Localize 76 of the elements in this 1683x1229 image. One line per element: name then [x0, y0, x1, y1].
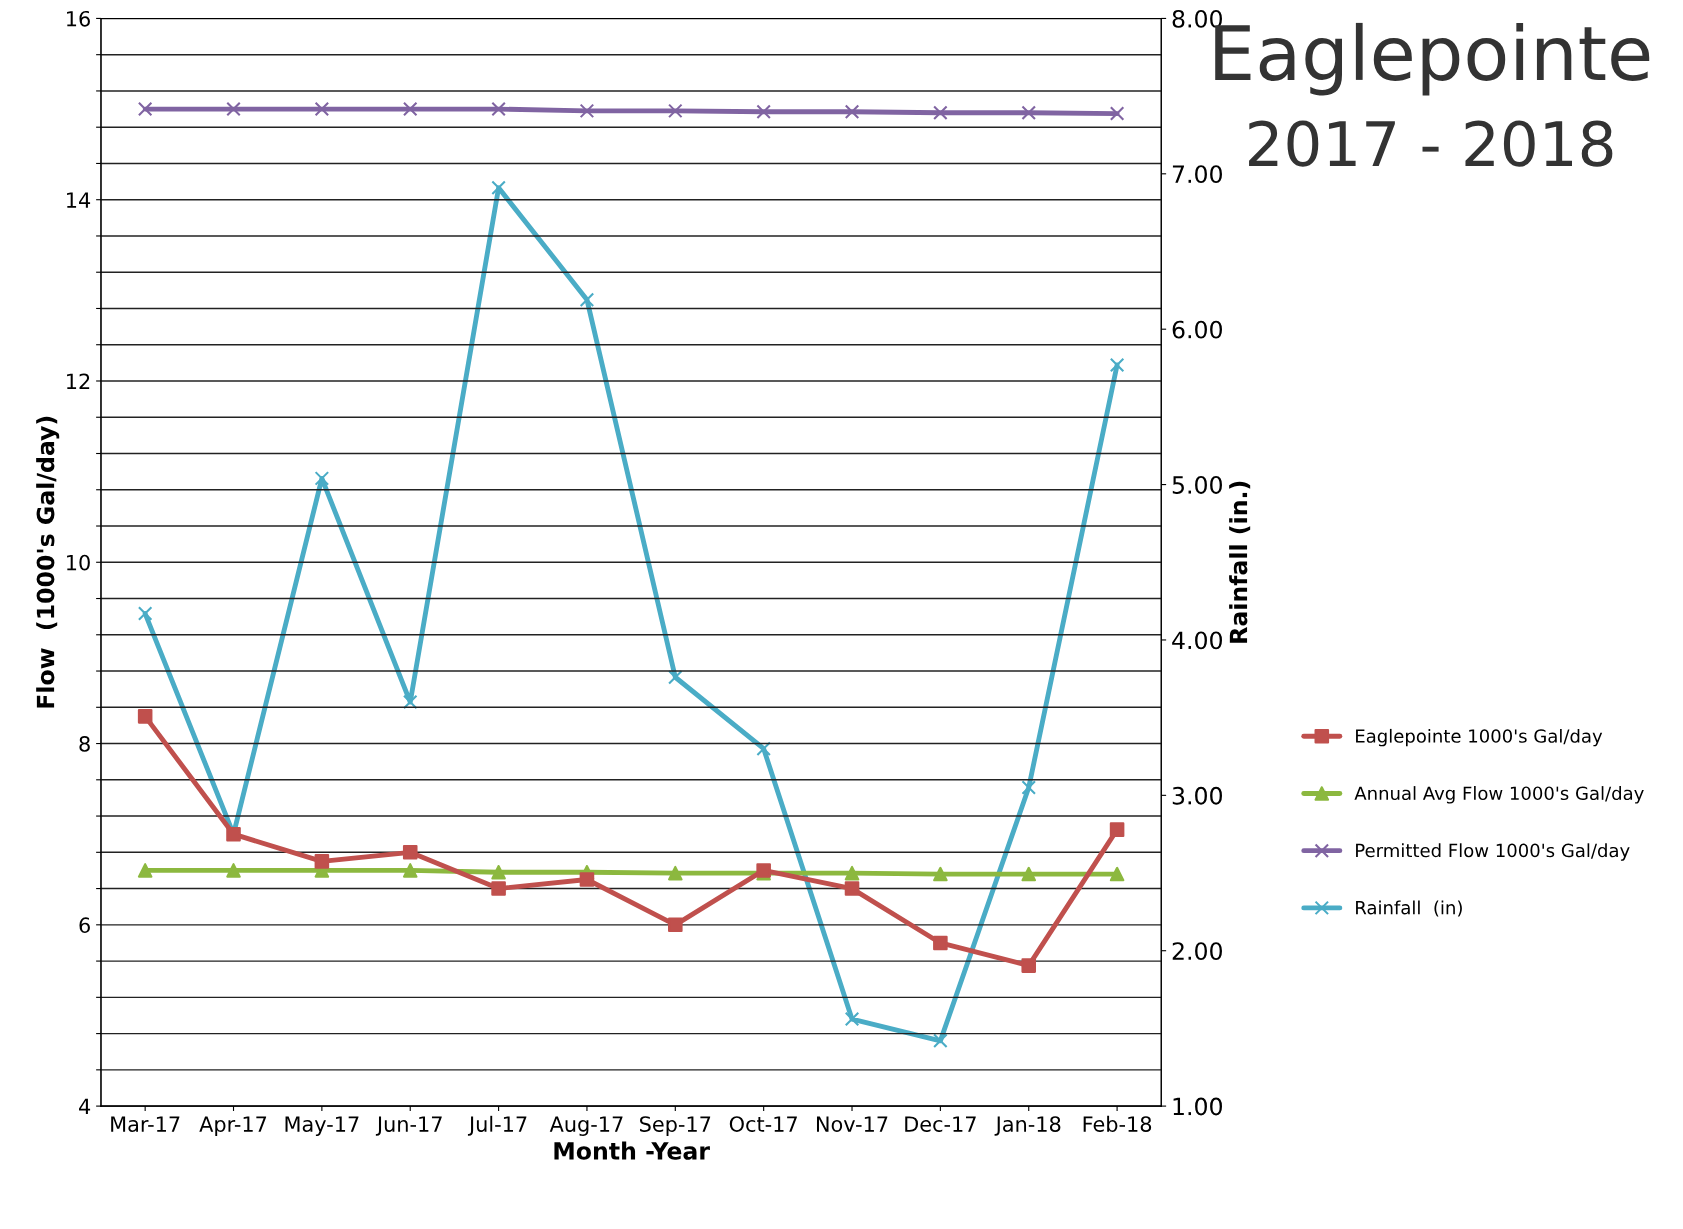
point [402, 845, 418, 860]
point [844, 865, 860, 881]
point [314, 854, 330, 869]
point [1109, 357, 1125, 373]
point [1021, 866, 1037, 882]
y-axis-title: Flow (1000's Gal/day) [36, 416, 60, 708]
y2-axis-title: Rainfall (in.) [1229, 481, 1251, 643]
legend-label: Permitted Flow 1000's Gal/day [1356, 843, 1630, 861]
point [1109, 822, 1125, 837]
point [933, 935, 948, 951]
point [756, 104, 771, 120]
point [226, 101, 241, 117]
y2-tick-label: 6.00 [1172, 320, 1222, 339]
x-tick-label: Sep-17 [640, 1116, 711, 1136]
point [137, 606, 153, 621]
point [933, 866, 948, 882]
point [579, 292, 595, 307]
point [844, 104, 860, 120]
x-tick-label: May-17 [285, 1116, 359, 1136]
point [844, 1011, 860, 1027]
x-tick-label: Oct-17 [729, 1116, 797, 1132]
point [314, 101, 330, 117]
point [402, 863, 418, 878]
y2-tick-label: 2.00 [1172, 942, 1222, 961]
legend-label: Annual Avg Flow 1000's Gal/day [1354, 786, 1644, 804]
point [933, 1033, 948, 1049]
legend-label: Eaglepointe 1000's Gal/day [1356, 728, 1603, 747]
point [668, 669, 683, 685]
point [402, 694, 418, 710]
text: 2017 - 2018 [1249, 120, 1613, 167]
y2-tick-label: 1.00 [1173, 1097, 1222, 1116]
point [579, 103, 595, 119]
point [1109, 866, 1125, 882]
point [491, 881, 506, 896]
point [137, 709, 153, 724]
point [314, 471, 330, 486]
x-tick-label: Mar-17 [111, 1116, 180, 1132]
x-tick-label: Feb-18 [1083, 1115, 1152, 1132]
y-tick-label: 12 [67, 373, 90, 389]
x-axis-title: Month -Year [554, 1141, 710, 1160]
point [844, 881, 860, 896]
point [756, 741, 771, 757]
x-tick-label: Jun-17 [375, 1116, 442, 1136]
x-tick-label: Nov-17 [816, 1116, 888, 1132]
y2-tick-label: 4.00 [1172, 631, 1222, 650]
y-tick-label: 14 [67, 192, 91, 208]
point [579, 872, 595, 887]
x-tick-label: Jul-17 [467, 1115, 527, 1136]
point [137, 101, 153, 117]
y-tick-label: 8 [79, 736, 90, 752]
point [1021, 105, 1037, 120]
point [668, 865, 683, 881]
x-tick-label: Dec-17 [905, 1116, 976, 1132]
y-tick-label: 16 [67, 10, 90, 27]
point [1109, 106, 1125, 121]
point [933, 105, 948, 120]
point [226, 863, 241, 878]
y2-tick-label: 5.00 [1172, 476, 1222, 494]
y-tick-label: 6 [79, 917, 90, 934]
point [491, 101, 506, 117]
point [402, 101, 418, 117]
point [1021, 958, 1037, 973]
point [137, 863, 153, 878]
y-tick-label: 4 [79, 1098, 91, 1115]
x-tick-label: Jan-18 [994, 1116, 1061, 1136]
x-tick-label: Apr-17 [199, 1116, 267, 1136]
point [668, 917, 683, 933]
legend-label: Rainfall (in) [1356, 900, 1462, 917]
x-tick-label: Aug-17 [549, 1116, 623, 1136]
point [491, 864, 506, 880]
y2-tick-label: 3.00 [1172, 786, 1222, 805]
y2-tick-label: 7.00 [1172, 165, 1222, 184]
point [491, 180, 506, 196]
point [668, 103, 683, 119]
point [1021, 780, 1037, 795]
y-tick-label: 10 [67, 554, 90, 571]
